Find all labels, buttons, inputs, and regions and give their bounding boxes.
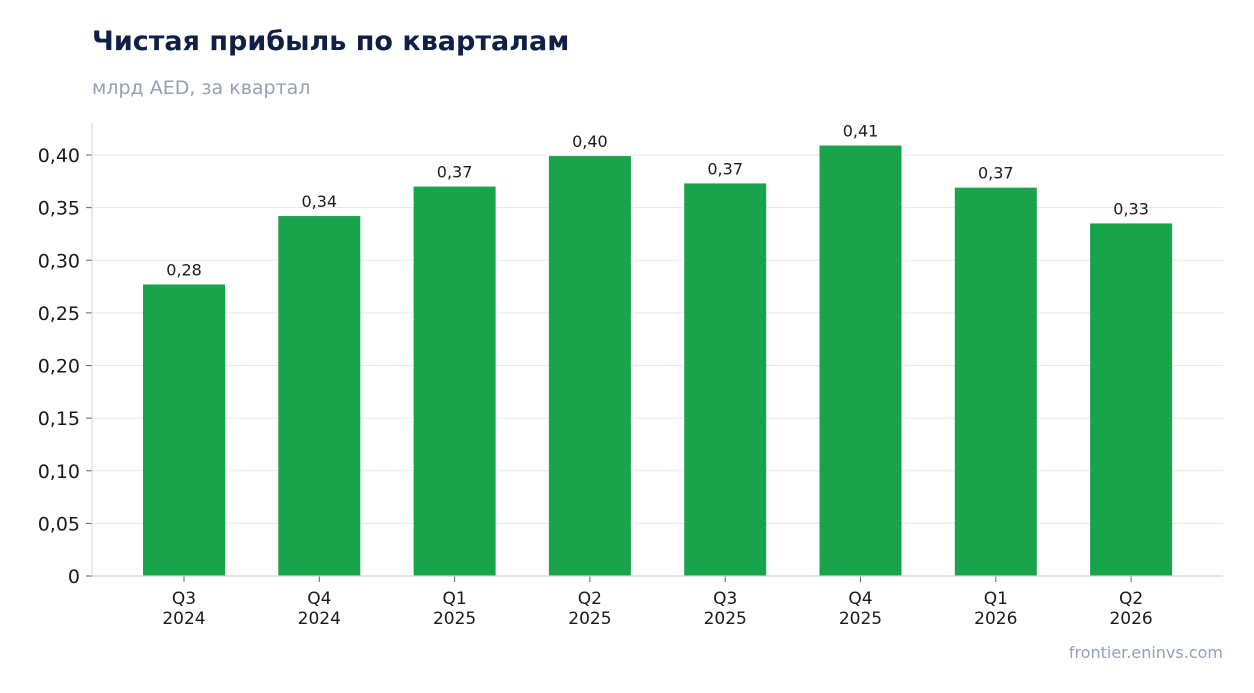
x-tick-label: Q1 (442, 589, 466, 609)
data-label: 0,33 (1113, 199, 1149, 218)
y-tick-label: 0,35 (38, 198, 80, 220)
x-tick-label: 2024 (162, 609, 205, 629)
data-label: 0,37 (978, 164, 1014, 183)
bar (413, 186, 496, 576)
x-tick-label: Q4 (848, 589, 872, 609)
x-tick-label: Q2 (1119, 589, 1143, 609)
y-tick-label: 0,15 (38, 408, 80, 430)
data-label: 0,40 (572, 132, 608, 151)
x-tick-label: 2025 (704, 609, 747, 629)
data-label: 0,37 (707, 159, 743, 178)
x-tick-label: Q3 (713, 589, 737, 609)
bar (1090, 223, 1173, 576)
y-tick-label: 0,25 (38, 303, 80, 325)
bar (548, 156, 631, 577)
x-tick-label: Q4 (307, 589, 331, 609)
y-tick-label: 0,05 (38, 513, 80, 535)
x-tick-label: Q1 (984, 589, 1008, 609)
bar (684, 183, 767, 577)
y-tick-label: 0,20 (38, 356, 80, 378)
data-label: 0,41 (843, 122, 879, 141)
x-tick-label: 2024 (298, 609, 341, 629)
data-label: 0,28 (166, 260, 202, 279)
bar (819, 145, 902, 576)
y-tick-label: 0 (68, 566, 80, 588)
y-tick-label: 0,10 (38, 461, 80, 483)
x-tick-label: 2025 (433, 609, 476, 629)
x-tick-label: 2026 (1109, 609, 1152, 629)
data-label: 0,37 (437, 163, 473, 182)
source-label: frontier.eninvs.com (1068, 643, 1223, 662)
x-tick-label: 2026 (974, 609, 1017, 629)
x-tick-label: Q2 (578, 589, 602, 609)
data-label: 0,34 (301, 192, 337, 211)
chart-title: Чистая прибыль по кварталам (92, 26, 570, 57)
bar (954, 187, 1037, 576)
x-tick-label: Q3 (172, 589, 196, 609)
bar (143, 284, 225, 576)
y-tick-label: 0,30 (38, 250, 80, 272)
x-tick-label: 2025 (568, 609, 611, 629)
bar (278, 216, 361, 577)
y-tick-label: 0,40 (38, 145, 80, 167)
x-tick-label: 2025 (839, 609, 882, 629)
chart-subtitle: млрд AED, за квартал (92, 77, 311, 99)
